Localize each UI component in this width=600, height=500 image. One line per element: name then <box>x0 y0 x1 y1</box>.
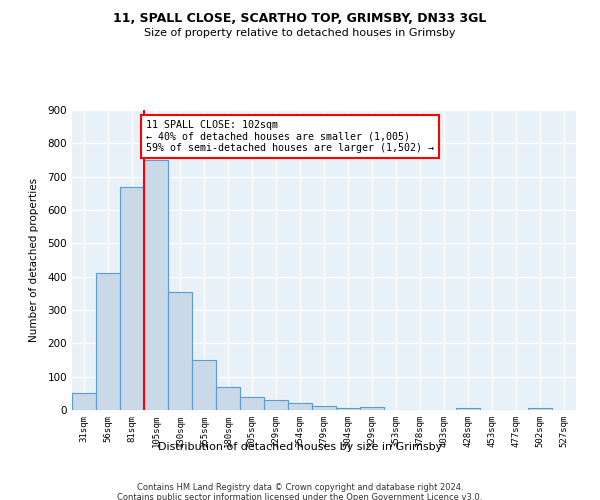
Bar <box>456 408 480 410</box>
Text: Contains HM Land Registry data © Crown copyright and database right 2024.
Contai: Contains HM Land Registry data © Crown c… <box>118 482 482 500</box>
Text: Size of property relative to detached houses in Grimsby: Size of property relative to detached ho… <box>144 28 456 38</box>
Bar <box>264 400 288 410</box>
Bar <box>120 186 144 410</box>
Text: 11 SPALL CLOSE: 102sqm
← 40% of detached houses are smaller (1,005)
59% of semi-: 11 SPALL CLOSE: 102sqm ← 40% of detached… <box>146 120 434 153</box>
Bar <box>288 404 312 410</box>
Bar <box>312 406 336 410</box>
Bar <box>360 408 384 410</box>
Y-axis label: Number of detached properties: Number of detached properties <box>29 178 39 342</box>
Bar <box>144 160 168 410</box>
Bar <box>240 398 264 410</box>
Text: 11, SPALL CLOSE, SCARTHO TOP, GRIMSBY, DN33 3GL: 11, SPALL CLOSE, SCARTHO TOP, GRIMSBY, D… <box>113 12 487 26</box>
Bar <box>168 292 192 410</box>
Bar <box>96 274 120 410</box>
Bar <box>216 386 240 410</box>
Bar <box>336 408 360 410</box>
Bar <box>528 408 552 410</box>
Bar <box>192 360 216 410</box>
Text: Distribution of detached houses by size in Grimsby: Distribution of detached houses by size … <box>158 442 442 452</box>
Bar <box>72 394 96 410</box>
